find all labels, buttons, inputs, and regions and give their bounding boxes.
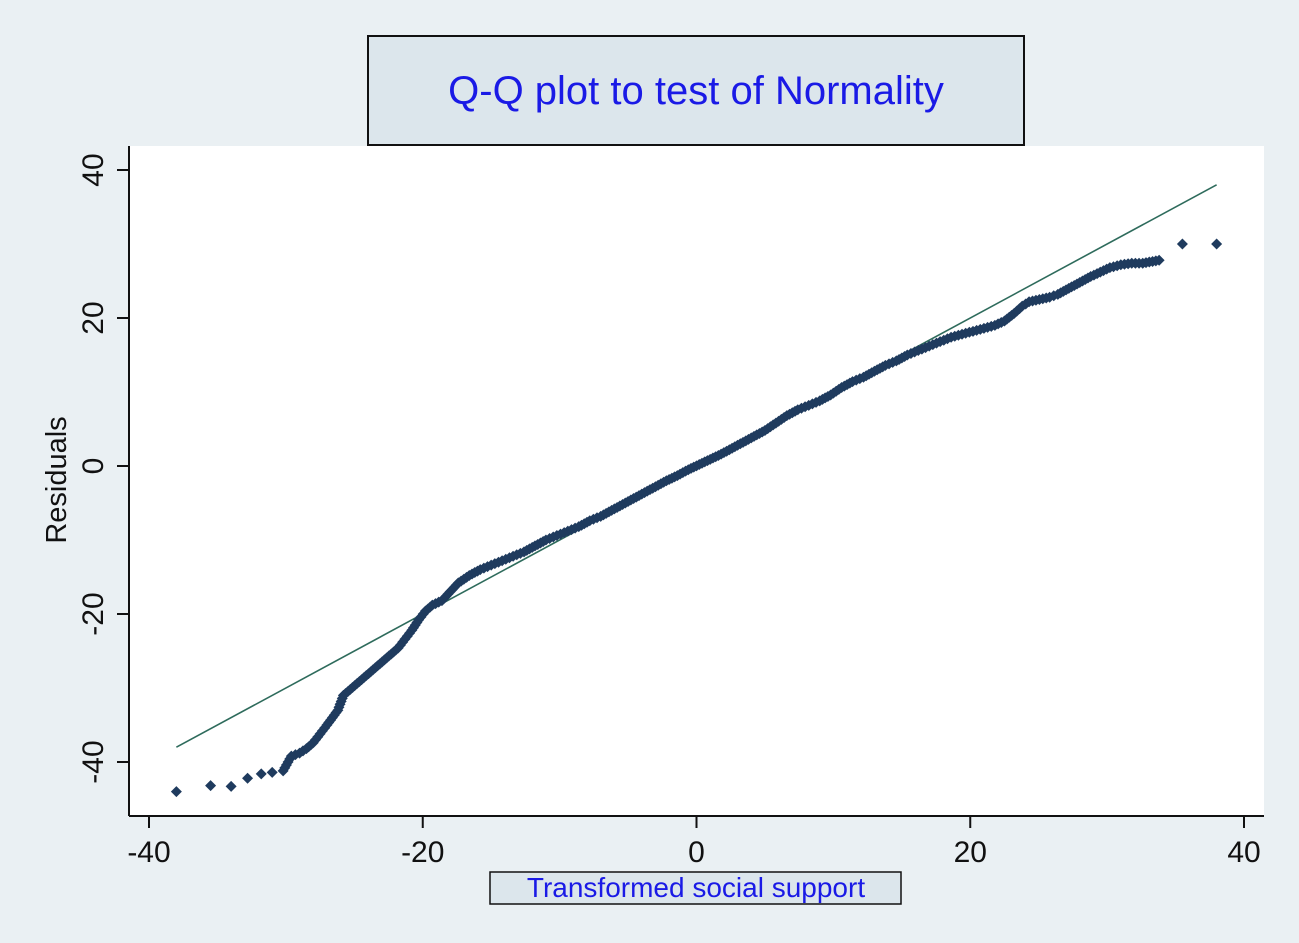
data-point	[1153, 254, 1165, 266]
x-axis-title-box	[489, 871, 902, 905]
x-tick-label: 0	[688, 836, 705, 869]
x-tick-label: 20	[954, 836, 987, 869]
y-tick-label: -40	[77, 740, 110, 783]
x-tick-label: 40	[1227, 836, 1260, 869]
y-axis-title: Residuals	[41, 416, 73, 543]
title-box	[367, 35, 1025, 146]
y-axis-ticks: -40 -20 0 20 40	[77, 153, 129, 784]
data-point	[255, 768, 267, 780]
x-axis-ticks: -40 -20 0 20 40	[127, 816, 1261, 869]
data-point	[225, 780, 237, 792]
data-point	[242, 772, 254, 784]
data-point	[1176, 238, 1188, 250]
data-point	[1211, 238, 1223, 250]
y-tick-label: -20	[77, 592, 110, 635]
data-points	[170, 238, 1223, 798]
y-tick-label: 0	[77, 458, 110, 475]
data-point	[266, 766, 278, 778]
x-tick-label: -40	[127, 836, 170, 869]
y-tick-label: 40	[77, 153, 110, 186]
x-tick-label: -20	[401, 836, 444, 869]
data-point	[170, 786, 182, 798]
chart-title: Q-Q plot to test of Normality	[448, 69, 944, 113]
data-point	[205, 780, 217, 792]
y-tick-label: 20	[77, 301, 110, 334]
x-axis-title: Transformed social support	[527, 872, 865, 903]
plot-area	[129, 146, 1264, 816]
